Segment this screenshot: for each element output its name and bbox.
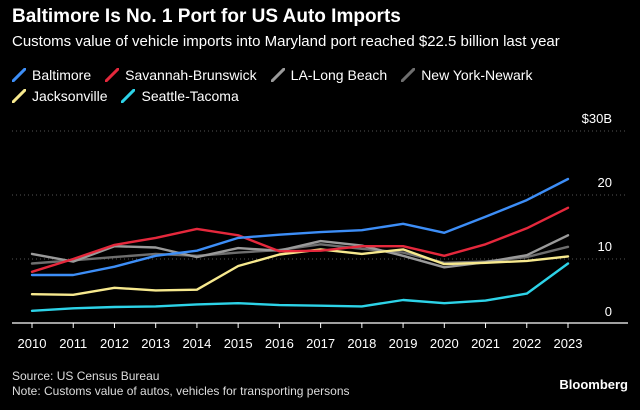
legend-item-new-york-newark: New York-Newark bbox=[401, 67, 532, 83]
x-tick-label-2023: 2023 bbox=[554, 336, 583, 351]
legend-label-la-long-beach: LA-Long Beach bbox=[290, 66, 388, 83]
chart-title: Baltimore Is No. 1 Port for US Auto Impo… bbox=[12, 6, 401, 27]
legend-label-new-york-newark: New York-Newark bbox=[421, 66, 533, 83]
legend-item-savannah-brunswick: Savannah-Brunswick bbox=[105, 67, 257, 83]
x-tick-label-2010: 2010 bbox=[18, 336, 47, 351]
legend-swatch-la-long-beach bbox=[270, 67, 285, 82]
x-tick-label-2020: 2020 bbox=[430, 336, 459, 351]
x-tick-label-2017: 2017 bbox=[306, 336, 335, 351]
chart-subtitle: Customs value of vehicle imports into Ma… bbox=[12, 33, 560, 50]
legend-swatch-baltimore bbox=[12, 67, 26, 82]
legend-label-baltimore: Baltimore bbox=[32, 66, 92, 83]
x-tick-label-2012: 2012 bbox=[100, 336, 129, 351]
x-tick-label-2016: 2016 bbox=[265, 336, 294, 351]
bloomberg-logo: Bloomberg bbox=[559, 377, 628, 392]
footnote: Note: Customs value of autos, vehicles f… bbox=[12, 384, 350, 398]
y-tick-labels: 0 10 20 $30B bbox=[582, 111, 612, 319]
y-tick-label-20: 20 bbox=[598, 175, 612, 190]
series-line-baltimore bbox=[30, 177, 570, 277]
legend-label-jacksonville: Jacksonville bbox=[32, 87, 108, 104]
x-tick-label-2011: 2011 bbox=[59, 336, 87, 351]
x-tick-label-2019: 2019 bbox=[389, 336, 418, 351]
x-tick-label-2021: 2021 bbox=[471, 336, 500, 351]
legend-item-baltimore: Baltimore bbox=[12, 67, 91, 83]
legend-swatch-new-york-newark bbox=[401, 67, 416, 82]
series-lines bbox=[30, 177, 570, 312]
y-tick-label-10: 10 bbox=[598, 239, 612, 254]
x-tick-label-2013: 2013 bbox=[141, 336, 170, 351]
legend-item-jacksonville: Jacksonville bbox=[12, 88, 107, 104]
series-line-new-york-newark bbox=[30, 243, 570, 265]
y-tick-label-0: 0 bbox=[605, 304, 612, 319]
x-tick-label-2015: 2015 bbox=[224, 336, 253, 351]
legend-swatch-jacksonville bbox=[12, 88, 26, 103]
gridlines bbox=[12, 130, 628, 260]
series-line-seattle-tacoma bbox=[30, 262, 570, 312]
y-tick-label-30: $30B bbox=[582, 111, 612, 126]
legend-row-1: Baltimore Savannah-Brunswick LA-Long Bea… bbox=[12, 64, 612, 85]
legend-swatch-savannah-brunswick bbox=[105, 67, 120, 82]
x-tick-label-2022: 2022 bbox=[512, 336, 541, 351]
x-tick-labels: 2010 2011 2012 2013 2014 2015 2016 2017 2018 2019… bbox=[18, 336, 583, 351]
legend-row-2: Jacksonville Seattle-Tacoma bbox=[12, 85, 612, 106]
series-line-savannah-brunswick bbox=[30, 206, 570, 273]
legend-swatch-seattle-tacoma bbox=[121, 88, 136, 103]
source-note: Source: US Census Bureau bbox=[12, 369, 160, 383]
legend: Baltimore Savannah-Brunswick LA-Long Bea… bbox=[12, 64, 612, 106]
legend-item-seattle-tacoma: Seattle-Tacoma bbox=[121, 87, 239, 104]
legend-item-la-long-beach: LA-Long Beach bbox=[270, 66, 388, 83]
legend-label-seattle-tacoma: Seattle-Tacoma bbox=[141, 87, 239, 104]
x-tick-label-2018: 2018 bbox=[347, 336, 376, 351]
axes bbox=[12, 322, 628, 328]
legend-label-savannah-brunswick: Savannah-Brunswick bbox=[125, 66, 257, 83]
x-tick-label-2014: 2014 bbox=[182, 336, 211, 351]
